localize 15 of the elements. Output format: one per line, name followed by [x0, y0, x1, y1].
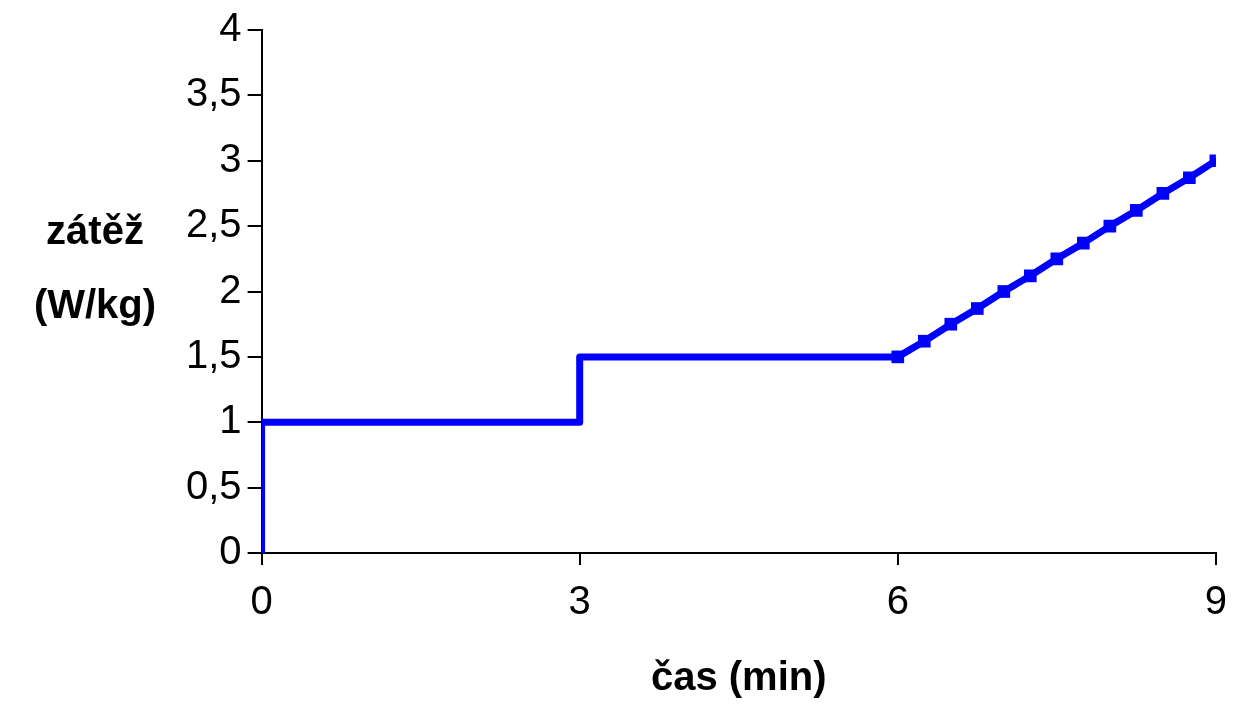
x-tick-label: 0 — [250, 578, 273, 623]
y-tick-label: 1 — [219, 397, 242, 442]
y-tick-label: 3,5 — [186, 70, 242, 115]
x-axis-title: čas (min) — [650, 654, 827, 699]
y-tick-label: 4 — [219, 5, 242, 50]
y-tick-label: 2,5 — [186, 201, 242, 246]
y-tick-label: 1,5 — [186, 331, 242, 376]
y-tick-label: 0 — [219, 528, 242, 573]
y-axis-title: zátěž (W/kg) — [33, 208, 157, 327]
x-tick-label: 9 — [1204, 578, 1227, 623]
y-tick-label: 3 — [219, 135, 242, 180]
y-tick-label: 2 — [219, 266, 242, 311]
x-tick-label: 3 — [568, 578, 591, 623]
y-tick-label: 0,5 — [186, 462, 242, 507]
x-tick-label: 6 — [886, 578, 909, 623]
